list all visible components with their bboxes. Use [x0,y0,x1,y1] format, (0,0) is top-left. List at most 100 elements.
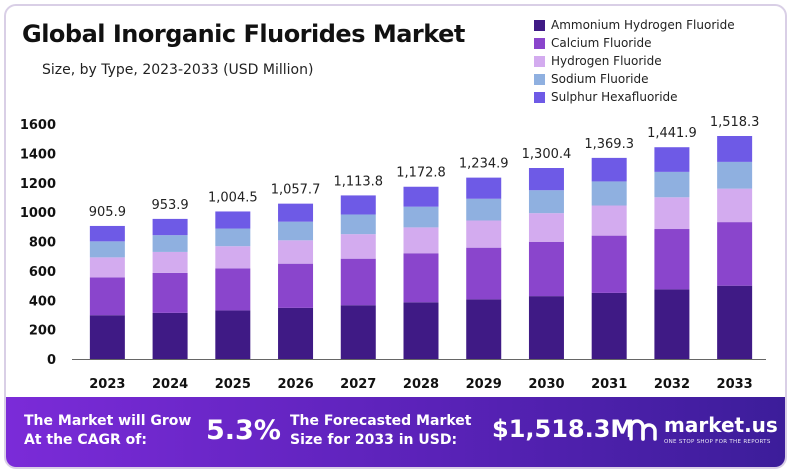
legend-swatch-calcium [534,37,545,49]
y-tick-label: 1000 [20,206,56,221]
bar-segment [466,220,502,248]
bar-segment [215,246,251,269]
bar-segment [654,171,690,198]
bar-segment [215,310,251,359]
bar-segment [215,268,251,311]
bar-segment [215,228,251,247]
bar-segment [591,157,627,182]
bar-segment [340,258,376,306]
bar-segment [654,197,690,230]
x-tick-label: 2024 [152,377,188,392]
bar-segment [215,211,251,229]
legend-label: Sulphur Hexafluoride [551,90,678,104]
bar-segment [278,307,314,359]
bar-total-label: 1,441.9 [647,126,697,141]
bar-segment [466,299,502,359]
bar-segment [152,218,188,236]
bar-segment [340,195,376,215]
bar-total-label: 953.9 [151,198,188,213]
footer-banner: The Market will Grow At the CAGR of: 5.3… [6,397,785,467]
bar-total-label: 1,172.8 [396,166,446,181]
bar-total-label: 1,300.4 [522,147,572,162]
bar-segment [89,257,125,278]
bar-segment [152,312,188,359]
forecast-label-line2: Size for 2033 in USD: [290,432,458,448]
chart-subtitle: Size, by Type, 2023-2033 (USD Million) [42,62,314,78]
bar-segment [528,241,564,297]
bar-segment [403,253,439,303]
bar-segment [654,229,690,290]
bar-segment [717,285,753,359]
y-tick-label: 1200 [20,177,56,192]
y-tick-label: 200 [29,324,56,339]
cagr-label-line1: The Market will Grow [24,413,192,429]
legend-item: Sulphur Hexafluoride [534,88,735,106]
bar-total-label: 905.9 [89,205,126,220]
brand-name: market.us [664,413,778,437]
bar-segment [466,247,502,300]
bar-segment [717,222,753,286]
x-tick-label: 2026 [277,377,313,392]
bar-segment [152,251,188,273]
bar-segment [591,181,627,206]
legend: Ammonium Hydrogen Fluoride Calcium Fluor… [534,16,735,106]
bar-total-label: 1,369.3 [584,137,634,152]
y-tick-label: 0 [47,353,56,368]
bar-segment [403,186,439,207]
bar-segment [152,235,188,252]
x-tick-label: 2025 [215,377,251,392]
bar-segment [528,190,564,214]
y-tick-label: 400 [29,294,56,309]
bar-segment [717,188,753,223]
x-tick-label: 2033 [717,377,753,392]
y-tick-label: 800 [29,236,56,251]
legend-swatch-hydrogen [534,55,545,67]
x-tick-label: 2030 [528,377,564,392]
bar-segment [278,221,314,241]
legend-swatch-ammonium [534,19,545,31]
bar-segment [89,225,125,242]
chart-title: Global Inorganic Fluorides Market [22,20,465,48]
legend-swatch-sodium [534,73,545,85]
bar-segment [89,241,125,258]
bar-segment [717,135,753,162]
legend-item: Sodium Fluoride [534,70,735,88]
bar-segment [89,277,125,316]
x-tick-label: 2028 [403,377,439,392]
bar-total-label: 1,518.3 [710,115,760,130]
legend-label: Ammonium Hydrogen Fluoride [551,18,735,32]
bar-segment [403,227,439,254]
legend-label: Sodium Fluoride [551,72,649,86]
chart-frame: Global Inorganic Fluorides Market Size, … [4,4,787,469]
legend-swatch-sulphur [534,91,545,103]
bar-segment [654,289,690,359]
bar-segment [340,234,376,259]
cagr-value: 5.3% [206,415,281,446]
legend-item: Ammonium Hydrogen Fluoride [534,16,735,34]
brand-tagline: ONE STOP SHOP FOR THE REPORTS [664,439,771,445]
x-tick-label: 2031 [591,377,627,392]
bar-segment [528,213,564,242]
bar-segment [591,205,627,236]
bar-total-label: 1,113.8 [333,174,383,189]
bar-segment [654,147,690,172]
bar-segment [403,206,439,228]
x-tick-label: 2027 [340,377,376,392]
bar-segment [278,240,314,264]
legend-label: Calcium Fluoride [551,36,652,50]
bar-segment [89,315,125,359]
legend-item: Calcium Fluoride [534,34,735,52]
bar-segment [403,302,439,359]
market-us-logo-icon [629,419,657,441]
bar-segment [278,203,314,222]
legend-label: Hydrogen Fluoride [551,54,662,68]
bar-segment [591,292,627,359]
forecast-value: $1,518.3M [492,415,635,443]
bar-segment [278,263,314,308]
bar-segment [340,305,376,359]
bar-segment [717,161,753,189]
bar-segment [152,272,188,313]
bar-total-label: 1,234.9 [459,157,509,172]
x-tick-label: 2029 [466,377,502,392]
y-tick-label: 600 [29,265,56,280]
